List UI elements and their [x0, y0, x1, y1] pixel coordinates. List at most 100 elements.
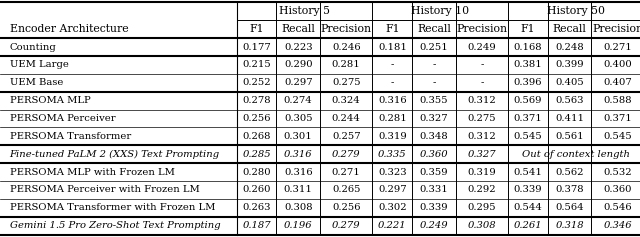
Text: 0.168: 0.168	[514, 42, 542, 51]
Text: 0.301: 0.301	[284, 132, 312, 141]
Text: 0.348: 0.348	[420, 132, 448, 141]
Text: 0.215: 0.215	[243, 60, 271, 69]
Text: 0.319: 0.319	[378, 132, 406, 141]
Text: PERSOMA MLP: PERSOMA MLP	[10, 96, 90, 105]
Text: 0.331: 0.331	[420, 186, 448, 195]
Text: Recall: Recall	[417, 24, 451, 34]
Text: 0.360: 0.360	[420, 150, 448, 159]
Text: 0.545: 0.545	[604, 132, 632, 141]
Text: Counting: Counting	[10, 42, 56, 51]
Text: 0.251: 0.251	[420, 42, 448, 51]
Text: 0.187: 0.187	[243, 221, 271, 230]
Text: 0.302: 0.302	[378, 203, 406, 212]
Text: 0.532: 0.532	[604, 168, 632, 177]
Text: F1: F1	[385, 24, 399, 34]
Text: 0.271: 0.271	[332, 168, 360, 177]
Text: 0.359: 0.359	[420, 168, 448, 177]
Text: UEM Base: UEM Base	[10, 78, 63, 87]
Text: 0.275: 0.275	[332, 78, 360, 87]
Text: 0.223: 0.223	[284, 42, 312, 51]
Text: 0.311: 0.311	[284, 186, 313, 195]
Text: 0.355: 0.355	[420, 96, 448, 105]
Text: 0.339: 0.339	[420, 203, 448, 212]
Text: 0.569: 0.569	[514, 96, 542, 105]
Text: F1: F1	[521, 24, 535, 34]
Text: 0.249: 0.249	[468, 42, 496, 51]
Text: 0.297: 0.297	[378, 186, 406, 195]
Text: F1: F1	[250, 24, 264, 34]
Text: 0.324: 0.324	[332, 96, 360, 105]
Text: 0.244: 0.244	[332, 114, 361, 123]
Text: 0.285: 0.285	[243, 150, 271, 159]
Text: Precision: Precision	[321, 24, 372, 34]
Text: 0.335: 0.335	[378, 150, 406, 159]
Text: 0.405: 0.405	[556, 78, 584, 87]
Text: 0.346: 0.346	[604, 221, 632, 230]
Text: 0.290: 0.290	[284, 60, 312, 69]
Text: 0.261: 0.261	[514, 221, 542, 230]
Text: 0.378: 0.378	[556, 186, 584, 195]
Text: 0.327: 0.327	[420, 114, 448, 123]
Text: 0.257: 0.257	[332, 132, 360, 141]
Text: 0.265: 0.265	[332, 186, 360, 195]
Text: -: -	[480, 60, 484, 69]
Text: Precision: Precision	[592, 24, 640, 34]
Text: 0.360: 0.360	[604, 186, 632, 195]
Text: PERSOMA MLP with Frozen LM: PERSOMA MLP with Frozen LM	[10, 168, 175, 177]
Text: Encoder Architecture: Encoder Architecture	[10, 24, 128, 34]
Text: 0.588: 0.588	[604, 96, 632, 105]
Text: 0.280: 0.280	[243, 168, 271, 177]
Text: History 10: History 10	[412, 6, 469, 16]
Text: -: -	[390, 60, 394, 69]
Text: 0.256: 0.256	[243, 114, 271, 123]
Text: 0.411: 0.411	[555, 114, 584, 123]
Text: 0.271: 0.271	[604, 42, 632, 51]
Text: 0.196: 0.196	[284, 221, 312, 230]
Text: -: -	[480, 78, 484, 87]
Text: -: -	[432, 60, 436, 69]
Text: 0.268: 0.268	[243, 132, 271, 141]
Text: 0.295: 0.295	[468, 203, 496, 212]
Text: 0.177: 0.177	[243, 42, 271, 51]
Text: 0.312: 0.312	[468, 132, 496, 141]
Text: Recall: Recall	[282, 24, 315, 34]
Text: 0.339: 0.339	[514, 186, 542, 195]
Text: 0.181: 0.181	[378, 42, 407, 51]
Text: Gemini 1.5 Pro Zero-Shot Text Prompting: Gemini 1.5 Pro Zero-Shot Text Prompting	[10, 221, 220, 230]
Text: 0.297: 0.297	[284, 78, 312, 87]
Text: 0.371: 0.371	[604, 114, 632, 123]
Text: 0.323: 0.323	[378, 168, 406, 177]
Text: 0.305: 0.305	[284, 114, 312, 123]
Text: Precision: Precision	[456, 24, 508, 34]
Text: 0.545: 0.545	[514, 132, 542, 141]
Text: 0.564: 0.564	[556, 203, 584, 212]
Text: 0.221: 0.221	[378, 221, 406, 230]
Text: 0.407: 0.407	[604, 78, 632, 87]
Text: 0.319: 0.319	[468, 168, 496, 177]
Text: 0.381: 0.381	[514, 60, 542, 69]
Text: 0.275: 0.275	[468, 114, 496, 123]
Text: History 5: History 5	[279, 6, 330, 16]
Text: -: -	[390, 78, 394, 87]
Text: 0.279: 0.279	[332, 150, 360, 159]
Text: 0.278: 0.278	[243, 96, 271, 105]
Text: 0.563: 0.563	[556, 96, 584, 105]
Text: PERSOMA Transformer: PERSOMA Transformer	[10, 132, 131, 141]
Text: PERSOMA Perceiver: PERSOMA Perceiver	[10, 114, 115, 123]
Text: UEM Large: UEM Large	[10, 60, 68, 69]
Text: 0.371: 0.371	[514, 114, 542, 123]
Text: 0.274: 0.274	[284, 96, 312, 105]
Text: 0.318: 0.318	[556, 221, 584, 230]
Text: 0.308: 0.308	[468, 221, 496, 230]
Text: 0.292: 0.292	[468, 186, 496, 195]
Text: -: -	[432, 78, 436, 87]
Text: 0.316: 0.316	[284, 168, 312, 177]
Text: 0.281: 0.281	[378, 114, 406, 123]
Text: 0.316: 0.316	[284, 150, 312, 159]
Text: 0.256: 0.256	[332, 203, 360, 212]
Text: 0.562: 0.562	[556, 168, 584, 177]
Text: 0.252: 0.252	[243, 78, 271, 87]
Text: 0.546: 0.546	[604, 203, 632, 212]
Text: 0.260: 0.260	[243, 186, 271, 195]
Text: 0.263: 0.263	[243, 203, 271, 212]
